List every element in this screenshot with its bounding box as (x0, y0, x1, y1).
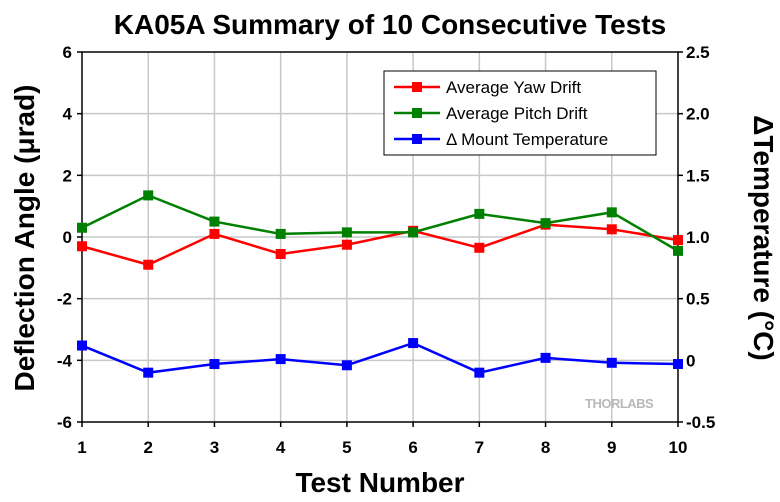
data-point-marker (341, 227, 352, 238)
series-layer (77, 190, 683, 378)
data-point-marker (673, 245, 683, 256)
y2-tick-label: -0.5 (686, 413, 715, 432)
data-point-marker (209, 228, 220, 239)
y2-tick-label: 2.0 (686, 105, 710, 124)
series-1 (77, 219, 683, 270)
data-point-marker (408, 338, 419, 349)
data-point-marker (474, 367, 485, 378)
data-point-marker (275, 354, 286, 365)
x-tick-label: 7 (475, 438, 484, 457)
legend-label: Δ Mount Temperature (446, 130, 608, 149)
y-tick-label: -6 (57, 413, 72, 432)
x-axis-title: Test Number (295, 467, 464, 498)
data-point-marker (408, 227, 419, 238)
data-point-marker (275, 228, 286, 239)
data-point-marker (474, 208, 485, 219)
legend-marker (412, 82, 422, 92)
y-tick-label: -2 (57, 290, 72, 309)
data-point-marker (673, 235, 683, 246)
data-point-marker (275, 248, 286, 259)
data-point-marker (143, 259, 154, 270)
y-tick-label: 4 (63, 105, 73, 124)
data-point-marker (474, 242, 485, 253)
legend-label: Average Pitch Drift (446, 104, 588, 123)
y-tick-label: 2 (63, 166, 72, 185)
legend-marker (412, 108, 422, 118)
y-tick-label: 6 (63, 43, 72, 62)
series-line (81, 223, 679, 267)
y-axis-title: Deflection Angle (μrad) (9, 84, 40, 391)
legend-label: Average Yaw Drift (446, 78, 581, 97)
x-tick-label: 1 (77, 438, 86, 457)
right-axis-ticks: -0.5 0 0.5 1.0 1.5 2.0 2.5 (678, 43, 715, 432)
legend-entry: Δ Mount Temperature (394, 130, 608, 149)
y2-tick-label: 1.0 (686, 228, 710, 247)
data-point-marker (209, 216, 220, 227)
y-tick-label: -4 (57, 351, 73, 370)
data-point-marker (606, 207, 617, 218)
data-point-marker (77, 222, 87, 233)
chart-title: KA05A Summary of 10 Consecutive Tests (114, 9, 666, 40)
data-point-marker (673, 359, 683, 370)
y2-axis-title: ΔTemperature (°C) (748, 115, 779, 361)
x-tick-label: 4 (276, 438, 286, 457)
y2-tick-label: 2.5 (686, 43, 710, 62)
y2-tick-label: 0.5 (686, 290, 710, 309)
data-point-marker (77, 241, 87, 252)
x-tick-label: 2 (143, 438, 152, 457)
x-tick-label: 8 (541, 438, 550, 457)
data-point-marker (606, 357, 617, 368)
left-axis-ticks: -6 -4 -2 0 2 4 6 (57, 43, 82, 432)
series-3 (77, 338, 683, 378)
y-tick-label: 0 (63, 228, 72, 247)
data-point-marker (143, 190, 154, 201)
legend-entry: Average Pitch Drift (394, 104, 588, 123)
x-axis-ticks: 1 2 3 4 5 6 7 8 9 10 (77, 422, 687, 457)
data-point-marker (209, 359, 220, 370)
x-tick-label: 10 (669, 438, 688, 457)
y2-tick-label: 1.5 (686, 166, 710, 185)
data-point-marker (540, 218, 551, 229)
legend-marker (412, 134, 422, 144)
thorlabs-watermark: THORLABS (585, 396, 654, 411)
series-line (81, 194, 679, 252)
x-tick-label: 5 (342, 438, 351, 457)
data-point-marker (341, 239, 352, 250)
data-point-marker (606, 224, 617, 235)
data-point-marker (143, 367, 154, 378)
legend: Average Yaw Drift Average Pitch Drift Δ Mo… (383, 70, 657, 156)
series-2 (77, 190, 683, 256)
data-point-marker (540, 352, 551, 363)
x-tick-label: 6 (408, 438, 417, 457)
x-tick-label: 3 (210, 438, 219, 457)
x-tick-label: 9 (607, 438, 616, 457)
series-line (81, 341, 679, 374)
y2-tick-label: 0 (686, 351, 695, 370)
legend-entry: Average Yaw Drift (394, 78, 581, 97)
data-point-marker (77, 340, 87, 351)
data-point-marker (341, 360, 352, 371)
